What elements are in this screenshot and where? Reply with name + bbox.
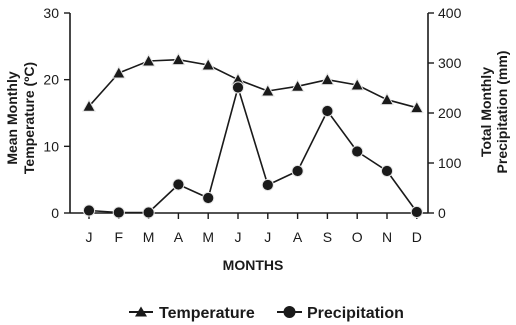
right-y-tick-label: 100 [438,155,462,171]
precipitation-point [351,145,364,158]
x-tick-label: F [115,229,124,245]
temperature-point [290,79,305,92]
legend: Temperature Precipitation [129,305,404,322]
precipitation-point [291,164,304,178]
right-axis-title-line-1: Total Monthly [478,67,494,157]
precipitation-point [142,206,155,219]
x-tick-label: D [412,229,422,245]
temperature-point [260,83,275,97]
axes-layer [69,13,429,214]
legend-item-precipitation: Precipitation [277,305,404,322]
left-axis-title-line-2: Temperature (ºC) [21,62,37,174]
left-y-tick-label: 30 [43,5,59,21]
left-y-tick-label: 0 [51,205,59,221]
temperature-point [320,72,335,86]
x-tick-label: J [86,229,93,245]
legend-temperature-triangle-icon [135,306,147,317]
labels-layer: MONTHS Mean Monthly Temperature (ºC) Tot… [4,51,510,273]
right-y-tick-label: 200 [438,105,462,121]
legend-precipitation-circle-icon [283,306,296,318]
x-tick-label: S [323,229,332,245]
right-axis-title-line-2: Precipitation (mm) [494,51,510,174]
x-tick-label: A [293,229,303,245]
series-layer [81,52,424,219]
temperature-point [379,92,395,106]
temperature-point [141,53,156,67]
precipitation-point [202,191,215,205]
left-axis-title-line-1: Mean Monthly [4,71,20,165]
left-y-tick-label: 10 [43,138,59,154]
precipitation-point [82,204,96,217]
left-y-tick-label: 20 [43,72,59,88]
x-tick-label: M [143,229,155,245]
precipitation-point [380,164,394,178]
precipitation-series-line [88,86,418,214]
precipitation-point [321,104,334,118]
legend-label-temperature: Temperature [159,305,255,322]
legend-item-temperature: Temperature [129,305,255,322]
x-tick-label: M [202,229,214,245]
precipitation-point [231,81,245,94]
x-tick-label: O [352,229,363,245]
precipitation-point [410,205,423,219]
temperature-point [350,77,365,91]
right-y-tick-label: 400 [438,5,462,21]
legend-label-precipitation: Precipitation [307,305,404,322]
right-y-tick-label: 0 [438,205,446,221]
temperature-point [409,100,424,114]
right-y-tick-label: 300 [438,55,462,71]
precipitation-point [261,178,274,192]
x-tick-label: J [264,229,271,245]
temperature-point [111,65,126,79]
precipitation-point [112,206,125,219]
x-tick-label: N [382,229,392,245]
x-tick-label: A [174,229,184,245]
temperature-point [81,99,97,112]
x-axis-title: MONTHS [223,257,284,273]
x-tick-label: J [235,229,242,245]
precipitation-point [172,178,185,191]
temperature-series-line [88,58,418,109]
temperature-point [201,57,216,71]
temperature-point [171,52,186,66]
